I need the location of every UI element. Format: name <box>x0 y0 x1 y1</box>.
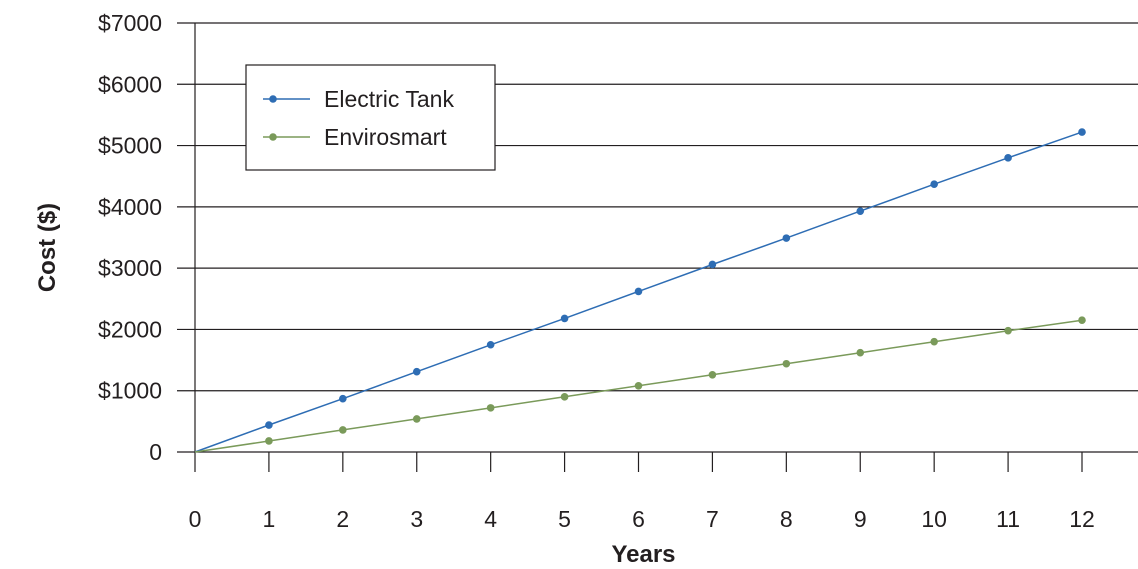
data-point <box>930 180 938 188</box>
axes <box>177 22 1083 472</box>
y-tick-label: 0 <box>149 439 162 465</box>
x-tick-label: 7 <box>706 506 719 532</box>
data-point <box>560 314 569 323</box>
x-tick-label: 2 <box>336 506 349 532</box>
x-tick-label: 0 <box>189 506 202 532</box>
data-point <box>634 287 643 296</box>
data-point <box>265 437 273 445</box>
data-point <box>412 367 421 376</box>
data-point <box>782 359 791 368</box>
x-tick-label: 5 <box>558 506 571 532</box>
data-point <box>560 393 569 401</box>
y-tick-label: $4000 <box>98 194 162 220</box>
legend-marker <box>269 95 277 103</box>
legend: Electric Tank Envirosmart <box>245 64 496 171</box>
x-tick-label: 9 <box>854 506 867 532</box>
data-point <box>1004 326 1012 335</box>
y-tick-label: $7000 <box>98 10 162 36</box>
series-group <box>194 128 1086 453</box>
legend-label: Electric Tank <box>324 86 454 112</box>
legend-items: Electric Tank Envirosmart <box>263 86 454 150</box>
data-point <box>1078 128 1086 136</box>
data-point <box>634 382 643 390</box>
y-tick-label: $3000 <box>98 255 162 281</box>
data-point <box>856 348 865 357</box>
data-point <box>1078 316 1086 325</box>
x-tick-label: 10 <box>921 506 947 532</box>
x-tick-label: 6 <box>632 506 645 532</box>
data-point <box>339 426 347 434</box>
y-tick-label: $5000 <box>98 133 162 159</box>
data-point <box>486 340 495 349</box>
data-point <box>708 260 717 269</box>
x-tick-label: 11 <box>996 506 1020 532</box>
x-tick-label: 12 <box>1069 506 1095 532</box>
legend-box <box>245 64 496 171</box>
data-point <box>486 404 495 412</box>
data-point <box>412 415 421 423</box>
x-tick-label: 8 <box>780 506 793 532</box>
legend-marker <box>269 133 277 141</box>
legend-label: Envirosmart <box>324 124 447 150</box>
x-tick-label: 4 <box>484 506 497 532</box>
data-point <box>782 234 791 242</box>
x-axis-title: Years <box>611 541 675 568</box>
y-tick-label: $6000 <box>98 71 162 97</box>
y-tick-label: $2000 <box>98 316 162 342</box>
x-tick-label: 1 <box>263 506 276 532</box>
data-point <box>856 207 865 215</box>
data-point <box>265 421 273 429</box>
y-axis-title: Cost ($) <box>34 203 61 292</box>
data-point <box>708 370 717 379</box>
y-tick-label: $1000 <box>98 378 162 404</box>
data-point <box>339 394 347 403</box>
data-point <box>930 337 938 346</box>
x-tick-label: 3 <box>410 506 423 532</box>
data-point <box>1004 154 1012 162</box>
